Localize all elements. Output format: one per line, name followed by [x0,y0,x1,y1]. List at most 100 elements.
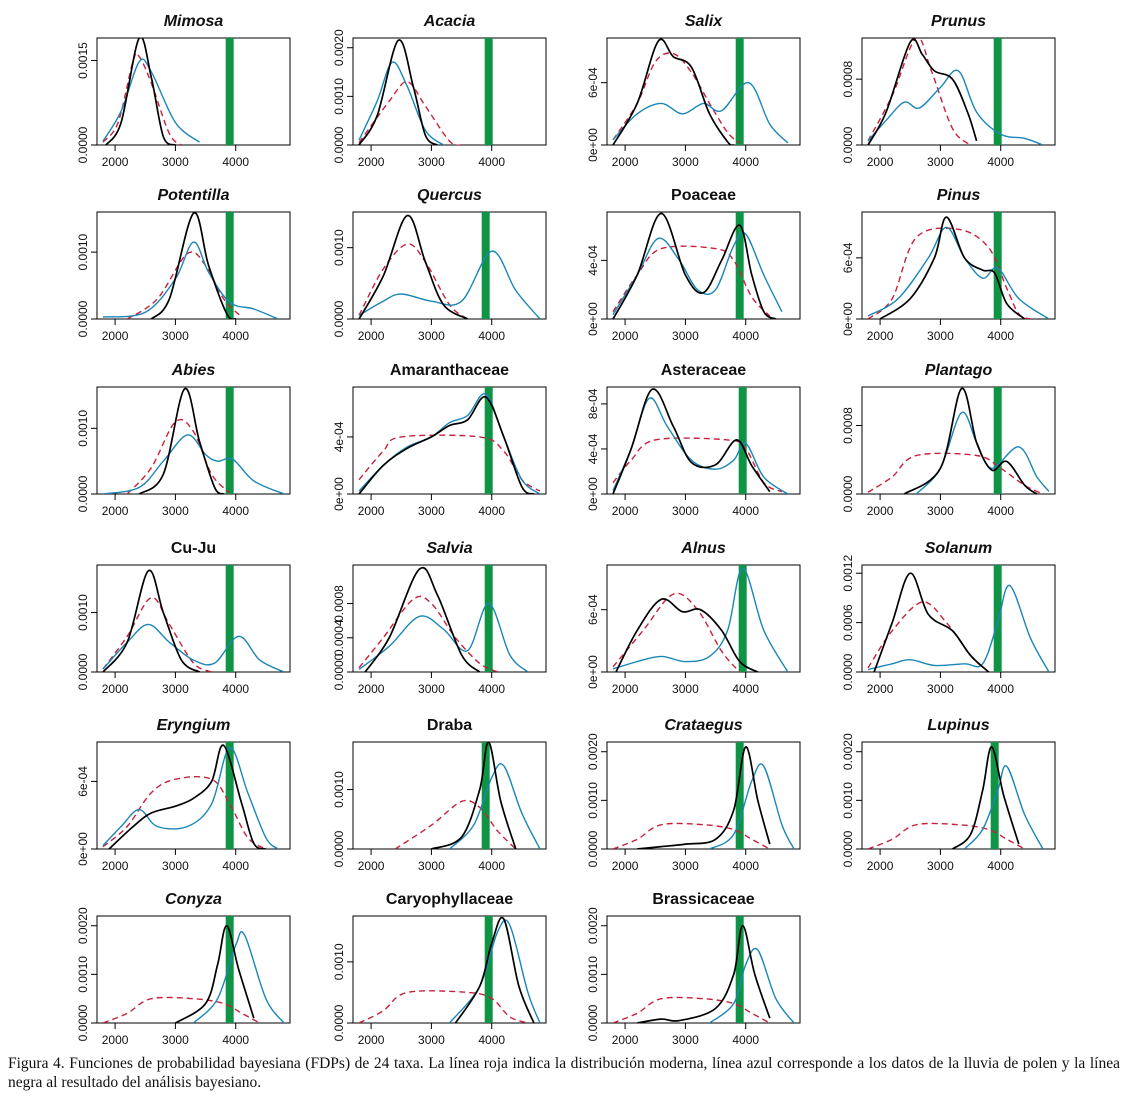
x-tick-label: 2000 [358,1033,385,1047]
y-tick-label: 0.0000 [586,830,600,867]
x-tick-label: 3000 [418,682,445,696]
x-tick-label: 3000 [672,1033,699,1047]
panel-title: Poaceae [671,187,736,204]
x-tick-label: 4000 [222,859,249,873]
y-tick-label: 8e-04 [586,388,600,419]
x-tick-label: 3000 [162,155,189,169]
x-tick-label: 2000 [102,504,129,518]
plot-frame [861,211,1056,320]
panel-acacia: Acacia 2000 3000 4000 0.0000 0.0010 0.0020 [332,13,547,169]
panel-title: Lupinus [927,717,989,734]
x-tick-label: 2000 [102,859,129,873]
x-tick-label: 4000 [478,859,505,873]
y-tick-label: 4e-04 [332,421,346,452]
y-tick-label: 0.0010 [76,956,90,993]
y-tick-label: 0.0000 [332,300,346,337]
series-black-line [615,598,759,672]
panel-abies: Abies 2000 3000 4000 0.0000 0.0010 [76,362,291,518]
y-tick-label: 0.0000 [332,830,346,867]
panel-title: Potentilla [157,187,229,204]
x-tick-label: 3000 [672,682,699,696]
y-tick-label: 0.0010 [76,410,90,447]
x-tick-label: 4000 [732,155,759,169]
x-tick-label: 4000 [987,682,1014,696]
panel-brassicaceae: Brassicaceae 2000 3000 4000 0.0000 0.0010 0.00… [586,891,801,1047]
x-tick-label: 2000 [102,1033,129,1047]
series-black-line [637,924,771,1023]
series-red-line [394,799,517,849]
series-black-line [105,38,176,145]
series-black-line [867,38,978,145]
plot-frame [861,564,1056,673]
series-black-line [612,38,735,145]
x-tick-label: 4000 [987,329,1014,343]
series-blue-line [709,763,795,849]
plot-frame [96,37,291,146]
y-tick-label: 0.0010 [586,782,600,819]
panel-title: Cu-Ju [171,540,216,557]
y-tick-label: 0.0010 [332,78,346,115]
x-tick-label: 3000 [927,329,954,343]
y-tick-label: 0.0008 [332,585,346,622]
marker-bar [735,38,744,145]
x-tick-label: 2000 [867,504,894,518]
panel-title: Salix [685,13,723,30]
x-tick-label: 3000 [672,504,699,518]
series-red-line [126,251,243,319]
series-black-line [174,924,255,1023]
series-black-line [637,746,771,849]
x-tick-label: 4000 [987,504,1014,518]
x-tick-label: 2000 [358,329,385,343]
plot-frame [606,564,801,673]
y-tick-label: 4e-04 [586,245,600,276]
series-blue-line [612,81,789,144]
x-tick-label: 4000 [732,859,759,873]
y-tick-label: 0.0020 [586,907,600,944]
y-tick-label: 0.0010 [841,782,855,819]
y-tick-label: 0.0000 [76,475,90,512]
plot-frame [606,37,801,146]
marker-bar [735,916,744,1023]
marker-bar [225,565,234,672]
marker-bar [484,387,493,494]
y-tick-label: 0.0010 [76,594,90,631]
series-red-line [867,452,1044,494]
series-black-line [358,39,438,145]
panel-title: Amaranthaceae [390,362,509,379]
panel-title: Caryophyllaceae [386,891,513,908]
panel-title: Crataegus [664,717,742,734]
x-tick-label: 2000 [612,682,639,696]
x-tick-label: 2000 [867,155,894,169]
series-black-line [879,216,1026,319]
y-tick-label: 0e+00 [586,477,600,511]
panel-title: Conyza [165,891,222,908]
panel-caryophyllaceae: Caryophyllaceae 2000 3000 4000 0.0000 0.0010 [332,891,547,1047]
panel-pinus: Pinus 2000 3000 4000 0e+00 6e-04 [841,187,1056,343]
panel-title: Asteraceae [661,362,747,379]
series-blue-line [358,61,444,145]
x-tick-label: 2000 [612,329,639,343]
series-black-line [873,572,990,672]
panel-title: Prunus [931,13,986,30]
figure-panels: Mimosa 2000 3000 4000 0.0000 0.0015 Acacia 2000… [76,13,1056,1047]
series-blue-line [192,931,285,1023]
y-tick-label: 0.0000 [332,126,346,163]
panel-alnus: Alnus 2000 3000 4000 0e+00 6e-04 [586,540,801,696]
series-blue-line [612,231,783,315]
series-blue-line [358,602,529,672]
y-tick-label: 0.0000 [332,1004,346,1041]
panel-quercus: Quercus 2000 3000 4000 0.0000 0.0010 [332,187,547,343]
x-tick-label: 3000 [418,504,445,518]
x-tick-label: 4000 [732,1033,759,1047]
panel-crataegus: Crataegus 2000 3000 4000 0.0000 0.0010 0.0020 [586,717,801,873]
series-blue-line [449,763,541,849]
plot-frame [96,915,291,1024]
x-tick-label: 3000 [162,682,189,696]
plot-frame [606,915,801,1024]
x-tick-label: 4000 [222,682,249,696]
y-tick-label: 0.0006 [841,604,855,641]
series-red-line [358,81,462,145]
x-tick-label: 3000 [418,1033,445,1047]
x-tick-label: 2000 [102,329,129,343]
